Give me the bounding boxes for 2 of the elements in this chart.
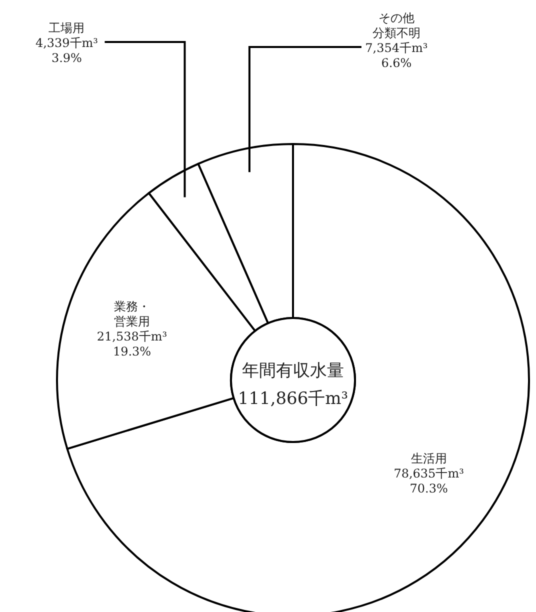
annotation: 111,866千m³ (238, 389, 348, 409)
annotation: 年間有収水量 (242, 361, 344, 381)
